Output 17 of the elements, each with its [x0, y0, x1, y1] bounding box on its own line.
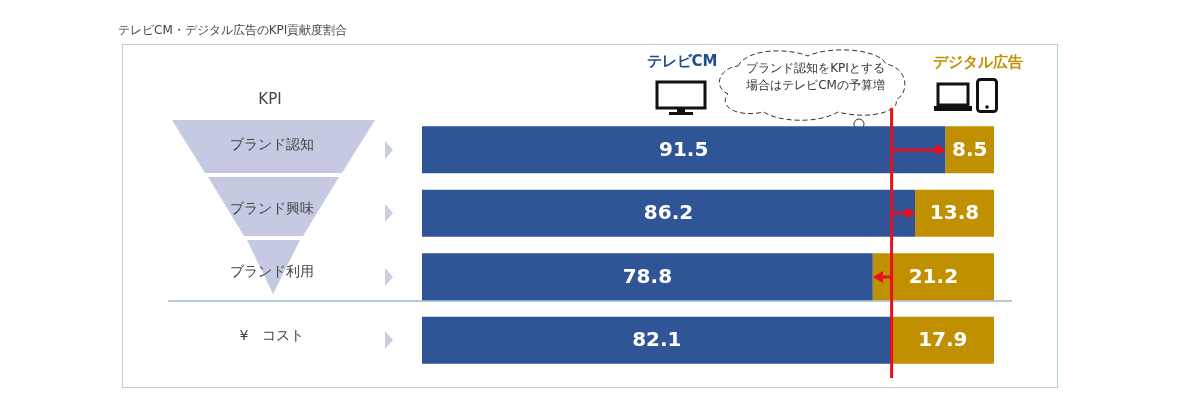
data-label: 17.9: [918, 327, 968, 352]
y-tick-label: ¥ コスト: [239, 326, 305, 343]
data-label: 82.1: [632, 327, 682, 352]
y-tick-label: ブランド認知: [230, 136, 314, 153]
text: テレビCM・デジタル広告のKPI貢献度割合: [118, 22, 348, 39]
y-axis-title: KPI: [258, 89, 282, 108]
text: ブランド認知をKPIとする場合はテレビCMの予算増: [745, 60, 886, 94]
data-label: 78.8: [622, 263, 673, 288]
y-tick-label: ブランド興味: [230, 199, 314, 216]
data-label: 13.8: [929, 200, 980, 225]
data-label: 91.5: [659, 136, 709, 161]
text: デジタル広告: [932, 53, 1023, 72]
data-label: 86.2: [643, 200, 694, 225]
data-label: 8.5: [951, 136, 988, 161]
data-label: 21.2: [908, 263, 959, 288]
y-tick-label: ブランド利用: [230, 263, 314, 280]
text: テレビCM: [646, 52, 718, 71]
